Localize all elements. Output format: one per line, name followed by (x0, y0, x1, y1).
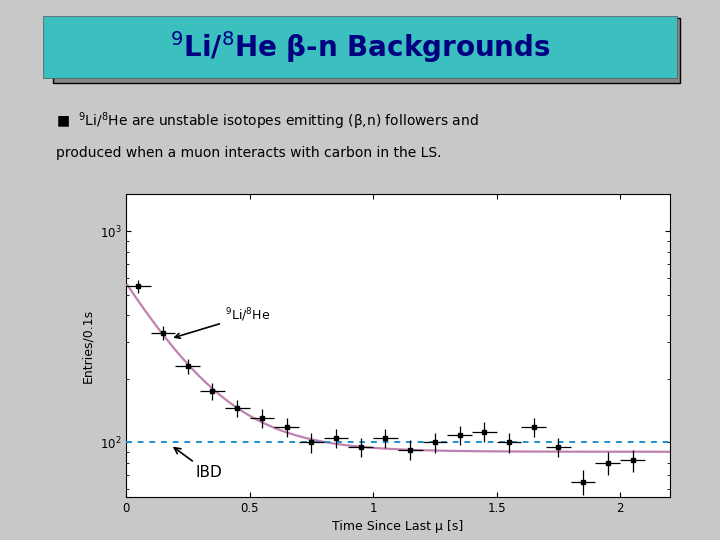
Text: ■  $^{9}$Li/$^{8}$He are unstable isotopes emitting (β,n) followers and: ■ $^{9}$Li/$^{8}$He are unstable isotope… (56, 110, 479, 132)
FancyBboxPatch shape (43, 16, 677, 78)
Text: $^{9}$Li/$^{8}$He: $^{9}$Li/$^{8}$He (175, 307, 270, 338)
FancyBboxPatch shape (53, 18, 680, 83)
Y-axis label: Entries/0.1s: Entries/0.1s (81, 308, 94, 383)
Text: $^{9}$Li/$^{8}$He β-n Backgrounds: $^{9}$Li/$^{8}$He β-n Backgrounds (170, 29, 550, 65)
Text: IBD: IBD (174, 448, 222, 481)
X-axis label: Time Since Last μ [s]: Time Since Last μ [s] (332, 520, 464, 533)
Text: produced when a muon interacts with carbon in the LS.: produced when a muon interacts with carb… (56, 146, 441, 160)
